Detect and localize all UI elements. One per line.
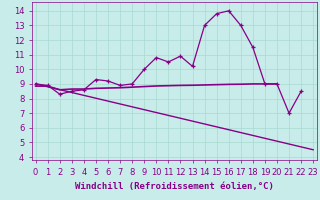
X-axis label: Windchill (Refroidissement éolien,°C): Windchill (Refroidissement éolien,°C) xyxy=(75,182,274,191)
